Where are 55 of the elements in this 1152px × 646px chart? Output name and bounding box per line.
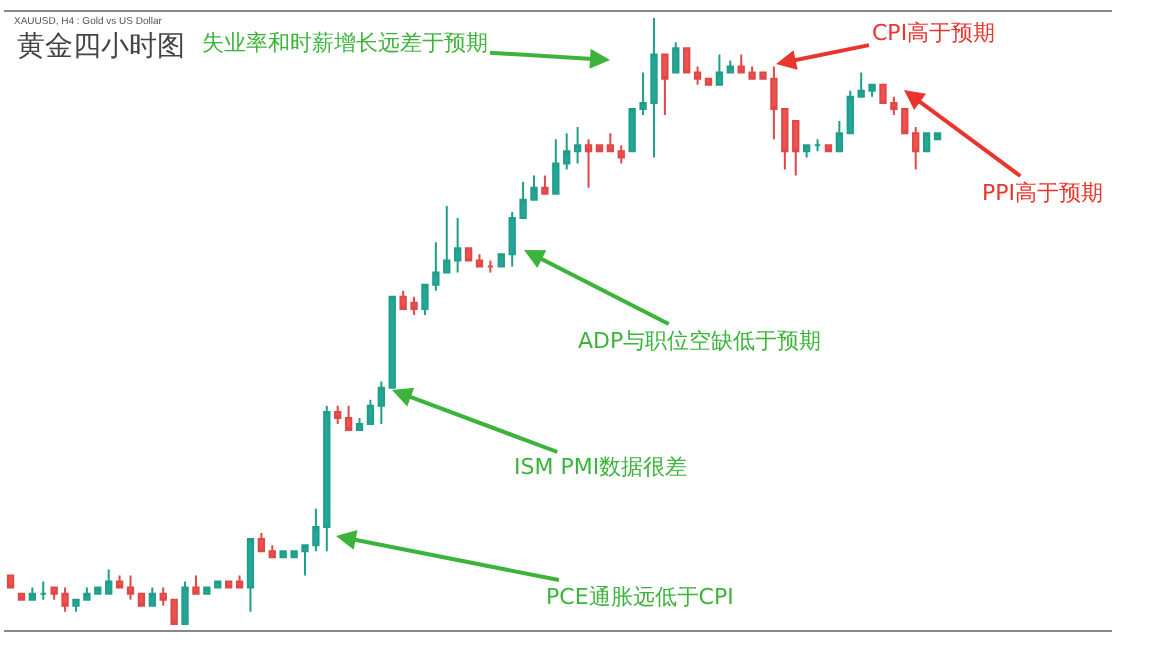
candlestick [181, 580, 189, 625]
candlestick [672, 41, 680, 74]
annotation: ADP与职位空缺低于预期 [578, 328, 822, 354]
candlestick [464, 247, 473, 262]
candlestick [824, 144, 833, 153]
candlestick [606, 132, 615, 153]
candlestick [268, 544, 276, 559]
annotation: 失业率和时薪增长远差于预期 [202, 30, 488, 56]
candlestick [334, 404, 342, 425]
candlestick [137, 592, 146, 607]
candlestick [115, 574, 124, 589]
candlestick [802, 144, 811, 159]
candlestick [6, 574, 15, 589]
candlestick [388, 295, 396, 389]
candlestick [486, 259, 495, 274]
candlestick [922, 132, 931, 153]
candlestick [715, 53, 724, 86]
candlestick [595, 144, 604, 153]
candlestick [541, 174, 549, 195]
candlestick [584, 138, 593, 189]
candlestick [224, 580, 233, 589]
text: 黄金四小时图 [17, 31, 186, 64]
candlestick [192, 574, 200, 595]
candlestick [846, 89, 854, 135]
candlestick [126, 574, 135, 601]
candlestick [355, 416, 364, 432]
candlestick [813, 138, 822, 153]
candlestick [454, 217, 462, 274]
candlestick [475, 253, 484, 268]
candlestick [573, 126, 582, 165]
candlestick [912, 126, 920, 171]
candlestick [683, 47, 691, 74]
candlestick [39, 580, 47, 601]
candlestick [148, 586, 156, 607]
candlestick [617, 144, 625, 165]
candlestick [28, 586, 37, 601]
text: PPI高于预期 [982, 180, 1104, 206]
candlestick [235, 574, 244, 589]
candlestick [835, 120, 844, 153]
candlestick [661, 53, 669, 116]
candlestick [704, 77, 713, 86]
annotation: ISM PMI数据很差 [514, 454, 688, 480]
candlestick [257, 532, 266, 553]
candlestick [377, 380, 385, 425]
annotation: CPI高于预期 [872, 20, 996, 46]
candlestick [726, 59, 734, 74]
annotation: PCE通胀远低于CPI [546, 584, 734, 610]
candlestick [366, 398, 375, 425]
candlestick [246, 538, 255, 613]
candlestick [497, 253, 505, 268]
candlestick [344, 404, 353, 432]
candlestick [105, 568, 113, 595]
candlestick [693, 65, 702, 86]
candlestick [17, 592, 26, 601]
candlestick [933, 132, 942, 141]
